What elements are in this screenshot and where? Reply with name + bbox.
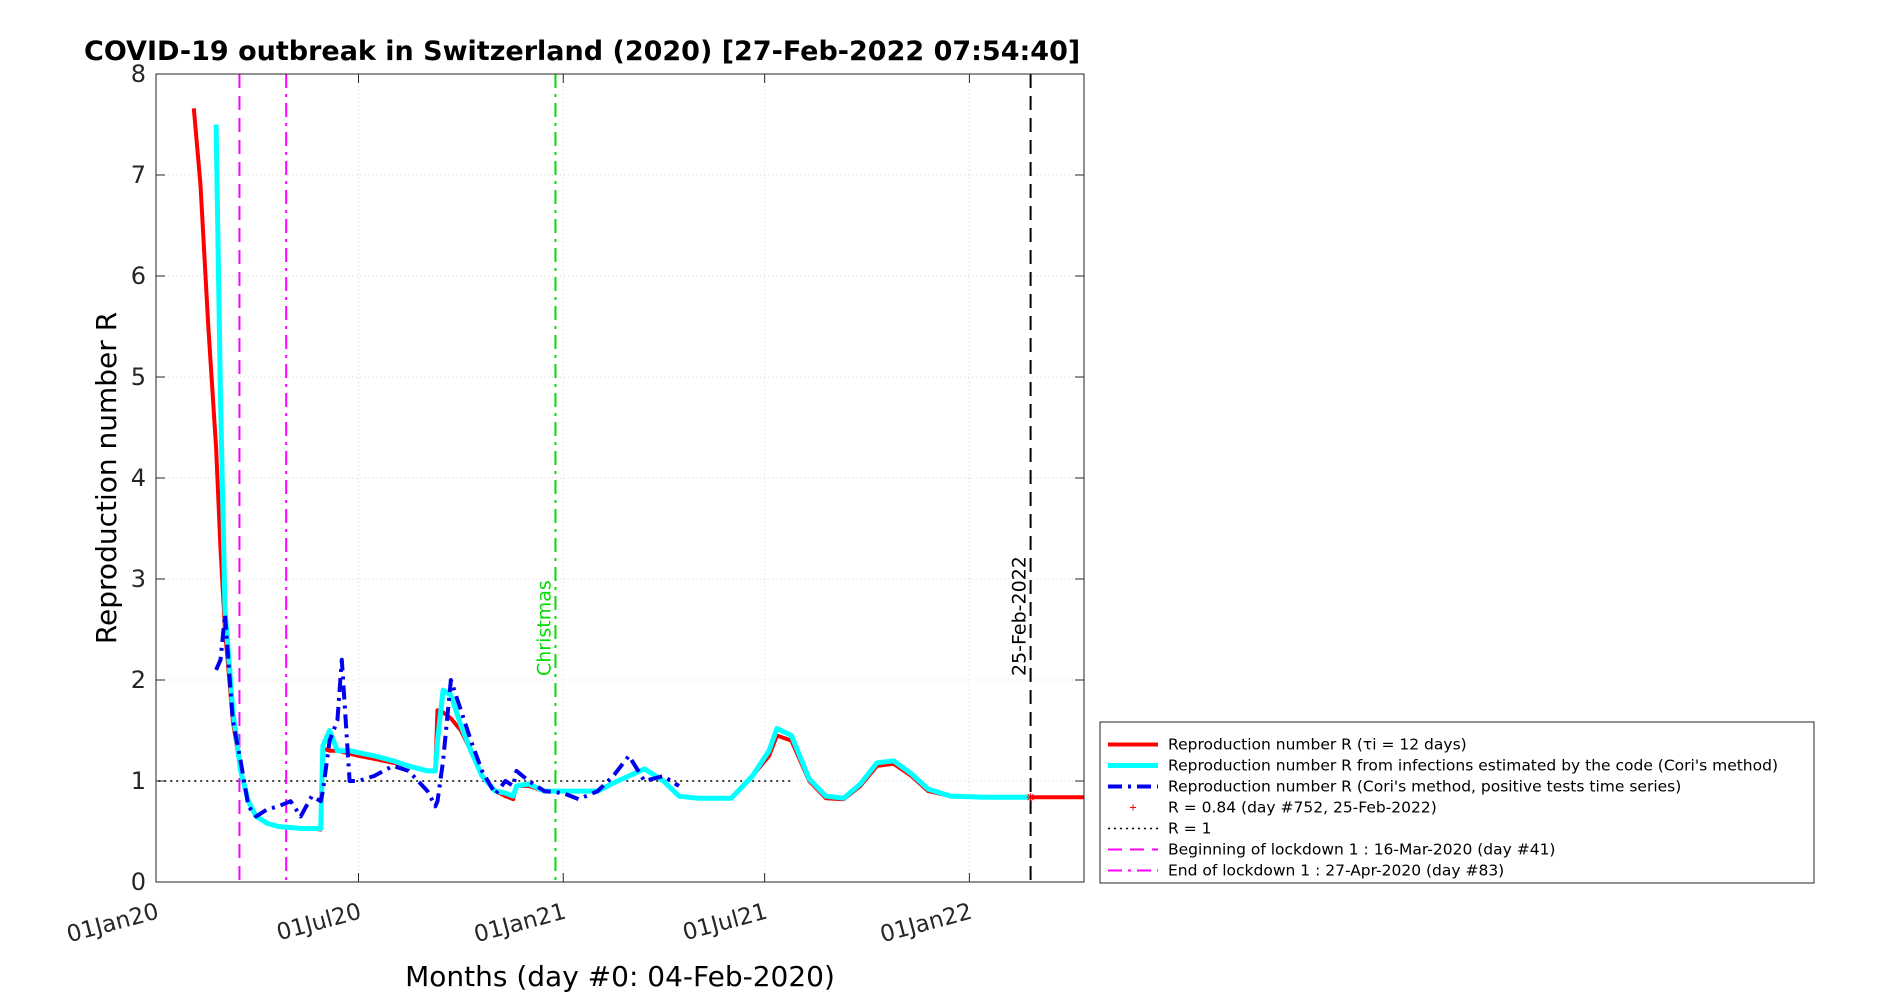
legend-box (1099, 721, 1815, 884)
event-label: Christmas (533, 580, 555, 676)
legend-swatch (1130, 804, 1136, 811)
x-axis-label: Months (day #0: 04-Feb-2020) (405, 960, 835, 993)
legend-label: R = 1 (1168, 820, 1211, 838)
y-tick-label: 1 (131, 767, 146, 795)
y-axis-label: Reproduction number R (90, 312, 123, 644)
y-tick-label: 5 (131, 363, 146, 391)
y-tick-label: 0 (131, 868, 146, 896)
y-tick-label: 2 (131, 666, 146, 694)
event-label: 25-Feb-2022 (1009, 556, 1031, 676)
legend-label: End of lockdown 1 : 27-Apr-2020 (day #83… (1168, 862, 1504, 880)
y-tick-label: 3 (131, 565, 146, 593)
y-tick-label: 8 (131, 60, 146, 88)
y-tick-label: 7 (131, 161, 146, 189)
legend-label: Beginning of lockdown 1 : 16-Mar-2020 (d… (1168, 841, 1555, 859)
y-tick-label: 4 (131, 464, 146, 492)
legend-label: Reproduction number R (Cori's method, po… (1168, 778, 1681, 796)
legend-label: Reproduction number R from infections es… (1168, 757, 1778, 775)
chart-title: COVID-19 outbreak in Switzerland (2020) … (84, 36, 1080, 67)
axes-box (155, 73, 1085, 883)
current-point (1026, 793, 1035, 802)
legend-label: Reproduction number R (τi = 12 days) (1168, 736, 1467, 754)
y-tick-label: 6 (131, 262, 146, 290)
legend-label: R = 0.84 (day #752, 25-Feb-2022) (1168, 799, 1437, 817)
